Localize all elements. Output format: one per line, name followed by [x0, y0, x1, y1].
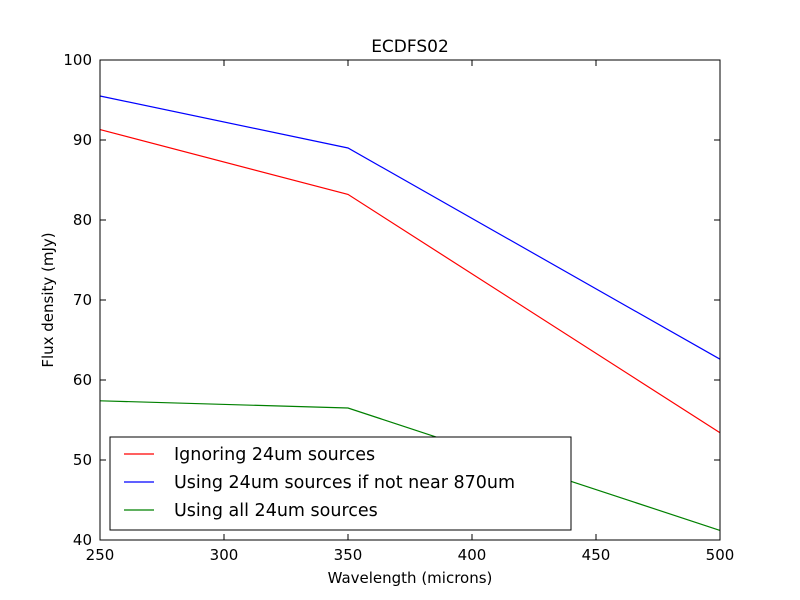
- series-line-1: [99, 129, 721, 434]
- y-tick-label: 80: [73, 211, 92, 229]
- y-tick-label: 70: [73, 291, 92, 309]
- x-tick-label: 350: [334, 546, 363, 564]
- y-tick-label: 60: [73, 371, 92, 389]
- y-axis-label: Flux density (mJy): [39, 232, 57, 367]
- x-tick-label: 300: [210, 546, 239, 564]
- series-line-2: [99, 95, 721, 360]
- x-tick-label: 250: [86, 546, 115, 564]
- legend-label-3: Using all 24um sources: [174, 501, 378, 521]
- y-tick-label: 90: [73, 131, 92, 149]
- y-axis-ticks: 40 50 60 70 80 90 100: [63, 51, 720, 549]
- series-line-3: [99, 400, 721, 531]
- legend-label-1: Ignoring 24um sources: [174, 445, 375, 465]
- y-tick-label: 100: [63, 51, 92, 69]
- y-tick-label: 40: [73, 531, 92, 549]
- x-axis-label: Wavelength (microns): [328, 569, 493, 587]
- chart-title: ECDFS02: [371, 37, 449, 57]
- x-tick-label: 400: [458, 546, 487, 564]
- legend-box: [109, 436, 572, 531]
- y-tick-label: 50: [73, 451, 92, 469]
- legend: Ignoring 24um sources Using 24um sources …: [109, 436, 572, 531]
- series-layer: [99, 95, 721, 531]
- x-tick-label: 500: [706, 546, 735, 564]
- x-axis-ticks: 250 300 350 400 450 500: [86, 60, 735, 564]
- legend-label-2: Using 24um sources if not near 870um: [174, 473, 515, 493]
- x-tick-label: 450: [582, 546, 611, 564]
